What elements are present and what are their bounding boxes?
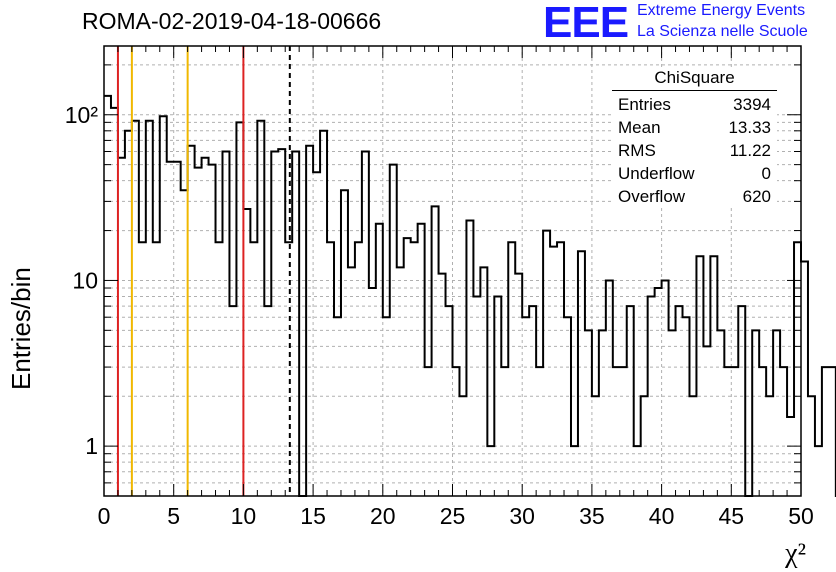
x-tick-label: 20 (370, 503, 396, 529)
eee-logo: EEE (543, 0, 629, 47)
stat-label: Entries (618, 95, 671, 114)
x-tick-label: 15 (300, 503, 326, 529)
stat-value: 13.33 (728, 118, 771, 137)
chart-title: ROMA-02-2019-04-18-00666 (82, 8, 382, 34)
y-tick-label: 10² (65, 102, 99, 128)
y-axis-label: Entries/bin (6, 267, 36, 390)
stat-row-underflow: Underflow 0 (612, 162, 777, 185)
stats-box: ChiSquare Entries 3394 Mean 13.33 RMS 11… (612, 68, 777, 208)
stat-label: RMS (618, 141, 656, 160)
stat-row-overflow: Overflow 620 (612, 185, 777, 208)
x-tick-label: 10 (231, 503, 257, 529)
stat-row-rms: RMS 11.22 (612, 139, 777, 162)
stat-value: 3394 (733, 95, 771, 114)
stat-label: Mean (618, 118, 661, 137)
x-tick-label: 5 (167, 503, 180, 529)
x-tick-label: 50 (788, 503, 814, 529)
stat-row-mean: Mean 13.33 (612, 116, 777, 139)
eee-logo-line1: Extreme Energy Events (637, 2, 806, 19)
x-tick-label: 40 (649, 503, 675, 529)
stat-value: 0 (761, 164, 771, 183)
eee-logo-line2: La Scienza nelle Scuole (637, 23, 808, 40)
x-tick-label: 45 (719, 503, 745, 529)
stats-title: ChiSquare (612, 68, 777, 91)
x-tick-label: 0 (98, 503, 111, 529)
x-tick-label: 35 (579, 503, 605, 529)
histogram-series (104, 94, 836, 497)
stat-value: 620 (742, 187, 771, 206)
x-axis-label: χ² (785, 538, 806, 569)
stat-label: Underflow (618, 164, 695, 183)
x-tick-label: 25 (440, 503, 466, 529)
y-tick-label: 1 (85, 433, 98, 459)
stat-value: 11.22 (729, 141, 771, 160)
x-tick-label: 30 (509, 503, 535, 529)
y-tick-label: 10 (72, 267, 98, 293)
stat-label: Overflow (618, 187, 686, 206)
stat-row-entries: Entries 3394 (612, 93, 777, 116)
